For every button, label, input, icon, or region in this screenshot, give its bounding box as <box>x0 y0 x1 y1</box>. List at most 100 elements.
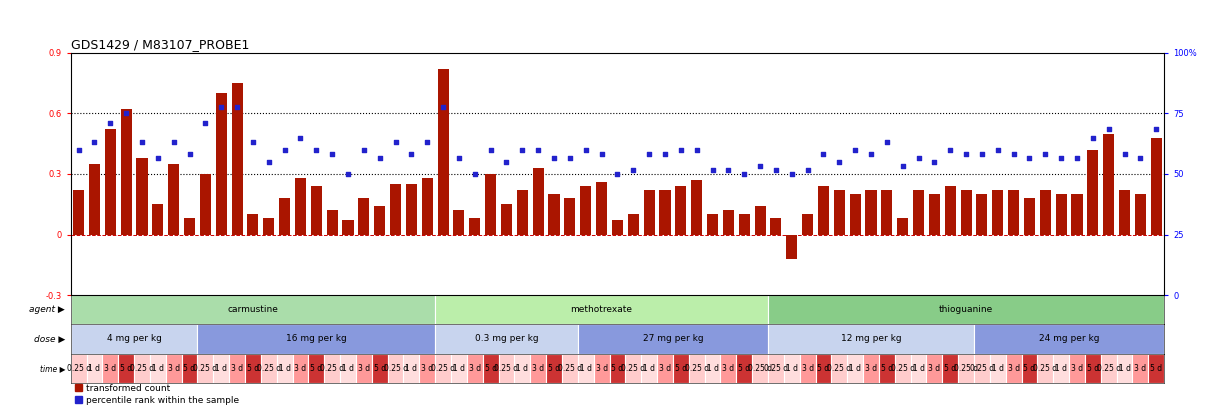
Bar <box>596 182 607 234</box>
Bar <box>533 168 544 234</box>
Bar <box>1053 354 1069 383</box>
Bar <box>422 178 433 234</box>
Point <box>322 151 341 157</box>
Bar <box>818 186 829 234</box>
Bar <box>118 354 134 383</box>
Bar <box>945 186 956 234</box>
Bar <box>850 194 861 234</box>
Bar <box>184 218 195 234</box>
Text: 5 d: 5 d <box>612 364 623 373</box>
Bar <box>71 324 197 354</box>
Bar <box>1022 354 1037 383</box>
Bar <box>1056 194 1067 234</box>
Point <box>561 155 580 161</box>
Bar <box>739 214 750 234</box>
Text: 5 d: 5 d <box>945 364 956 373</box>
Text: 3 d: 3 d <box>358 364 369 373</box>
Bar <box>1072 194 1082 234</box>
Bar <box>102 354 118 383</box>
Point <box>892 163 912 169</box>
Bar <box>232 83 243 234</box>
Bar <box>197 354 213 383</box>
Point <box>924 159 944 165</box>
Bar <box>659 190 670 234</box>
Point <box>719 167 739 173</box>
Bar <box>1132 354 1148 383</box>
Bar <box>879 354 895 383</box>
Bar <box>800 354 816 383</box>
Bar <box>499 354 514 383</box>
Bar <box>1024 198 1035 234</box>
Point <box>750 163 770 169</box>
Bar <box>926 354 942 383</box>
Point <box>577 147 596 153</box>
Bar <box>752 354 768 383</box>
Point <box>688 147 707 153</box>
Bar <box>530 354 546 383</box>
Bar <box>137 158 147 234</box>
Text: 0.25 d: 0.25 d <box>194 364 217 373</box>
Point <box>290 134 310 141</box>
Bar <box>372 354 388 383</box>
Bar <box>580 186 591 234</box>
Bar <box>705 354 720 383</box>
Bar <box>865 190 876 234</box>
Bar <box>168 164 179 234</box>
Bar <box>1037 354 1053 383</box>
Bar <box>562 354 578 383</box>
Point <box>371 155 390 161</box>
Point <box>133 139 151 145</box>
Bar <box>707 214 718 234</box>
Text: 5 d: 5 d <box>675 364 686 373</box>
Text: 3 d: 3 d <box>802 364 813 373</box>
Bar <box>1117 354 1132 383</box>
Bar <box>197 324 435 354</box>
Point <box>180 151 200 157</box>
Point <box>623 167 644 173</box>
Point <box>973 151 992 157</box>
Point <box>656 151 675 157</box>
Point <box>608 171 628 177</box>
Bar <box>594 354 610 383</box>
Text: 0.25 d: 0.25 d <box>321 364 344 373</box>
Text: 3 d: 3 d <box>659 364 670 373</box>
Text: 5 d: 5 d <box>1087 364 1098 373</box>
Bar <box>374 206 385 234</box>
Bar <box>73 190 84 234</box>
Text: 0.25 d: 0.25 d <box>748 364 772 373</box>
Point <box>339 171 358 177</box>
Bar <box>501 204 512 234</box>
Text: 3 d: 3 d <box>295 364 306 373</box>
Text: 3 d: 3 d <box>422 364 433 373</box>
Bar <box>1069 354 1085 383</box>
Point <box>529 147 549 153</box>
Point <box>544 155 563 161</box>
Text: 1 d: 1 d <box>644 364 655 373</box>
Bar <box>71 295 435 324</box>
Bar <box>87 354 102 383</box>
Point <box>434 104 453 111</box>
Text: time ▶: time ▶ <box>40 364 66 373</box>
Bar <box>517 190 528 234</box>
Bar <box>768 295 1164 324</box>
Text: 5 d: 5 d <box>485 364 496 373</box>
Point <box>1068 155 1087 161</box>
Bar <box>200 174 211 234</box>
Bar <box>976 194 987 234</box>
Bar <box>166 354 182 383</box>
Bar <box>612 220 623 234</box>
Bar <box>263 218 274 234</box>
Text: 0.25 d: 0.25 d <box>764 364 787 373</box>
Text: 1 d: 1 d <box>343 364 354 373</box>
Text: 0.25 d: 0.25 d <box>130 364 154 373</box>
Text: 1 d: 1 d <box>152 364 163 373</box>
Text: 3 d: 3 d <box>168 364 179 373</box>
Bar <box>451 354 467 383</box>
Bar <box>388 354 403 383</box>
Point <box>401 151 422 157</box>
Bar <box>121 109 132 234</box>
Point <box>385 139 405 145</box>
Bar <box>675 186 686 234</box>
Bar <box>390 184 401 234</box>
Bar <box>958 354 974 383</box>
